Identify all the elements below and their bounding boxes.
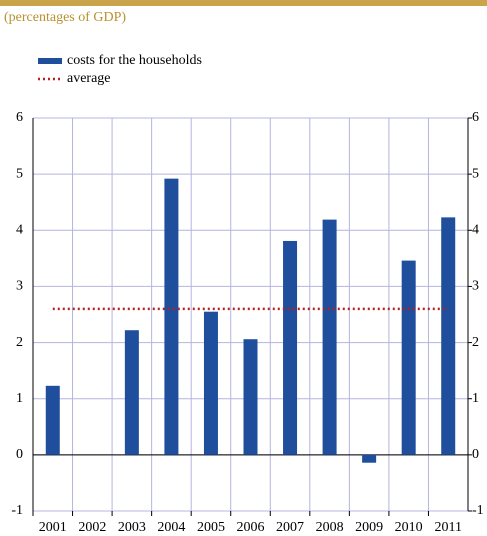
- x-tick-label: 2002: [78, 520, 106, 535]
- y2-tick-label: 3: [472, 279, 479, 294]
- y-tick-label: -1: [11, 503, 23, 518]
- bar: [362, 454, 377, 463]
- top-band: [0, 0, 487, 6]
- x-tick-label: 2001: [39, 520, 67, 535]
- x-tick-label: 2006: [237, 520, 265, 535]
- y2-tick-label: 4: [472, 223, 479, 238]
- y2-tick-label: 1: [472, 391, 479, 406]
- y-tick-label: 4: [16, 223, 23, 238]
- y2-tick-label: 0: [472, 447, 479, 462]
- bar: [283, 240, 298, 455]
- bar: [164, 178, 179, 455]
- bar: [322, 219, 337, 455]
- bar: [243, 339, 258, 455]
- x-tick-label: 2008: [316, 520, 344, 535]
- y-tick-label: 0: [16, 447, 23, 462]
- legend-label: costs for the households: [67, 53, 202, 68]
- x-tick-label: 2004: [157, 520, 185, 535]
- x-tick-label: 2005: [197, 520, 225, 535]
- y2-tick-label: 2: [472, 335, 479, 350]
- y-tick-label: 5: [16, 166, 23, 181]
- y2-tick-label: 6: [472, 110, 479, 125]
- x-tick-label: 2009: [355, 520, 383, 535]
- legend-swatch: [38, 58, 62, 64]
- bar: [203, 311, 218, 455]
- x-tick-label: 2011: [434, 520, 461, 535]
- bar: [45, 385, 60, 455]
- y2-tick-label: 5: [472, 166, 479, 181]
- y2-tick-label: -1: [472, 503, 484, 518]
- y-tick-label: 3: [16, 279, 23, 294]
- y-tick-label: 6: [16, 110, 23, 125]
- bar: [124, 330, 139, 455]
- chart-subtitle: (percentages of GDP): [4, 10, 126, 25]
- y-tick-label: 2: [16, 335, 23, 350]
- bar: [401, 260, 416, 455]
- x-tick-label: 2010: [395, 520, 423, 535]
- y-tick-label: 1: [16, 391, 23, 406]
- bar: [441, 217, 456, 455]
- x-tick-label: 2007: [276, 520, 304, 535]
- x-tick-label: 2003: [118, 520, 146, 535]
- legend-label: average: [67, 71, 111, 86]
